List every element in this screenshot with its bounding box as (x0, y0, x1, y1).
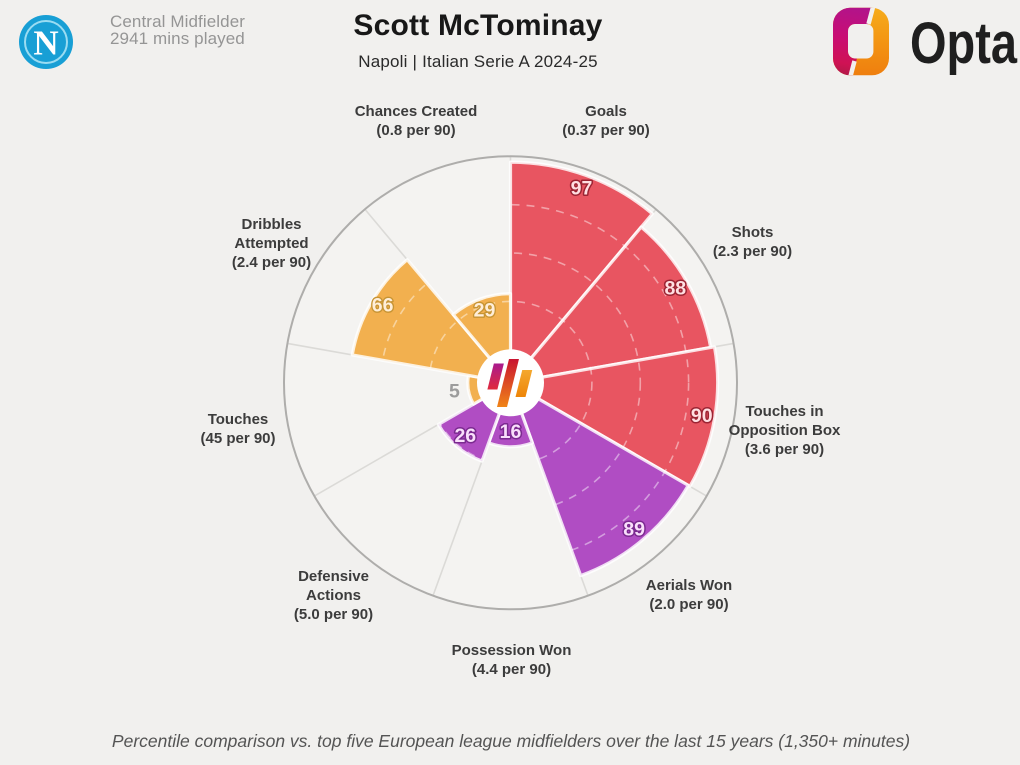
svg-text:26: 26 (454, 425, 476, 447)
svg-text:N: N (33, 24, 58, 63)
svg-text:97: 97 (571, 177, 593, 199)
svg-text:90: 90 (691, 405, 713, 427)
svg-text:16: 16 (500, 421, 522, 443)
svg-text:Opta: Opta (910, 11, 1018, 76)
svg-text:29: 29 (474, 299, 496, 321)
svg-text:88: 88 (664, 278, 686, 300)
svg-text:89: 89 (623, 518, 645, 540)
svg-text:5: 5 (449, 381, 460, 403)
svg-text:66: 66 (372, 295, 394, 317)
